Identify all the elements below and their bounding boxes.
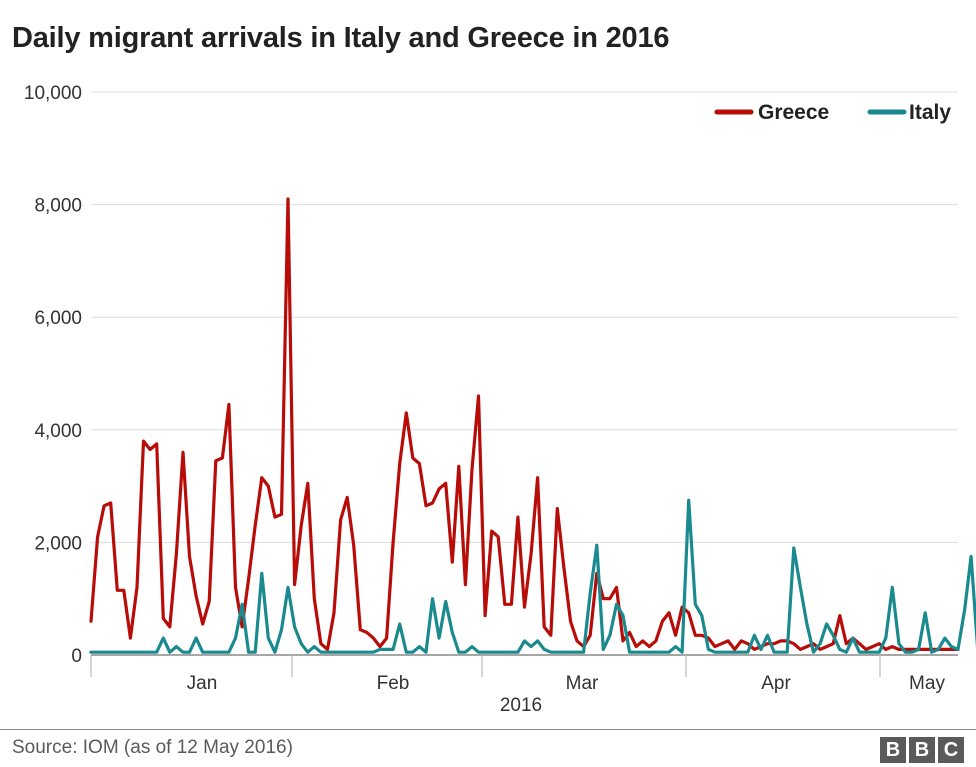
chart-title: Daily migrant arrivals in Italy and Gree… — [12, 22, 670, 54]
legend-label-greece: Greece — [758, 101, 829, 124]
legend: Greece Italy — [714, 101, 951, 124]
logo-letter-b1: B — [880, 737, 906, 763]
source-note: Source: IOM (as of 12 May 2016) — [12, 737, 293, 758]
series-line-italy — [89, 498, 976, 654]
logo-letter-c: C — [938, 737, 964, 763]
legend-label-italy: Italy — [909, 101, 951, 124]
y-tick-label: 8,000 — [34, 196, 82, 217]
series-line-greece — [89, 197, 960, 652]
x-tick-label-jan: Jan — [187, 673, 218, 694]
y-axis-ticks: 0 2,000 4,000 6,000 8,000 10,000 — [24, 83, 82, 667]
series-lines — [89, 197, 976, 654]
y-tick-label: 4,000 — [34, 421, 82, 442]
logo-letter-b2: B — [909, 737, 935, 763]
gridlines — [91, 91, 958, 543]
x-tick-label-feb: Feb — [377, 673, 410, 694]
x-axis: Jan Feb Mar Apr May 2016 — [90, 654, 958, 716]
y-tick-label: 6,000 — [34, 308, 82, 329]
x-tick-label-apr: Apr — [761, 673, 791, 694]
bbc-logo: B B C — [880, 737, 964, 763]
x-tick-label-mar: Mar — [566, 673, 599, 694]
x-axis-year-label: 2016 — [500, 695, 542, 716]
footer-divider — [0, 729, 976, 730]
x-tick-label-may: May — [909, 673, 945, 694]
line-chart: 0 2,000 4,000 6,000 8,000 10,000 Jan Feb Mar Apr… — [24, 83, 976, 716]
y-tick-label: 10,000 — [24, 83, 82, 104]
y-tick-label: 0 — [71, 646, 82, 667]
y-tick-label: 2,000 — [34, 533, 82, 554]
